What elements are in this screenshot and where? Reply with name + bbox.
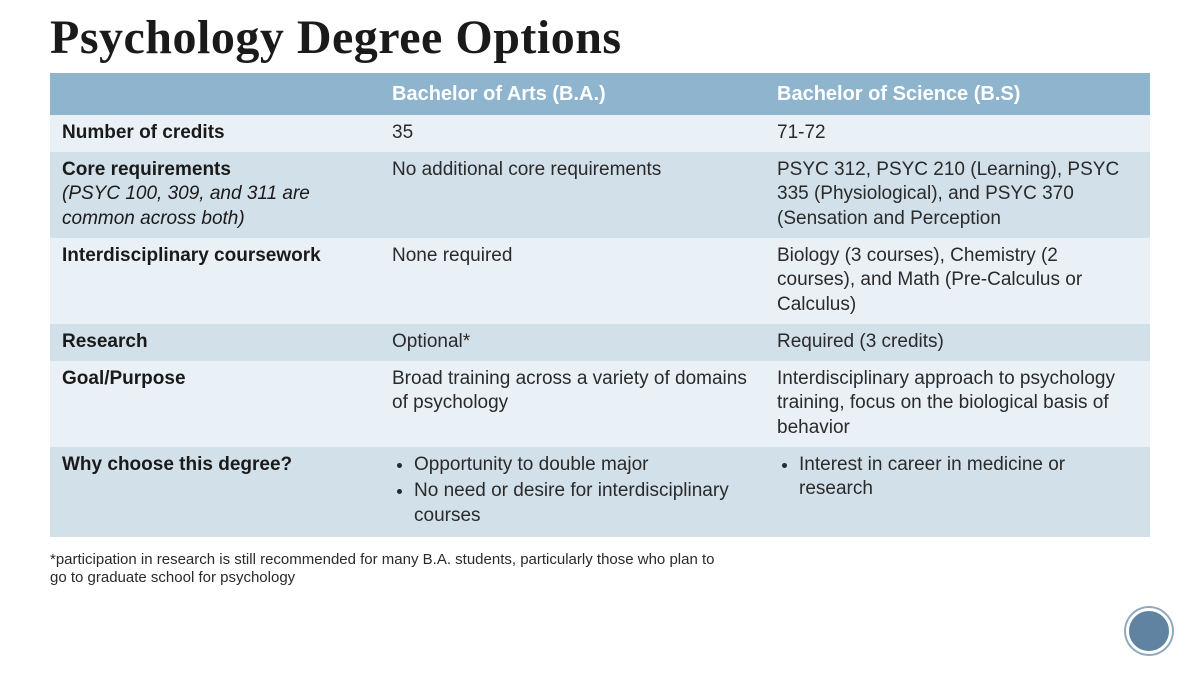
col-header-bs: Bachelor of Science (B.S)	[765, 73, 1150, 115]
row-label-text: Why choose this degree?	[62, 454, 292, 475]
cell-bs-list: Interest in career in medicine or resear…	[777, 453, 1138, 502]
cell-ba: 35	[380, 115, 765, 152]
degree-options-table: Bachelor of Arts (B.A.) Bachelor of Scie…	[50, 73, 1150, 537]
row-label-text: Number of credits	[62, 122, 225, 143]
row-label: Research	[50, 324, 380, 361]
row-label: Number of credits	[50, 115, 380, 152]
page-title: Psychology Degree Options	[50, 10, 1150, 65]
table-row: Interdisciplinary coursework None require…	[50, 238, 1150, 324]
cell-bs: Interdisciplinary approach to psychology…	[765, 361, 1150, 447]
row-label-text: Research	[62, 331, 148, 352]
cell-bs: PSYC 312, PSYC 210 (Learning), PSYC 335 …	[765, 152, 1150, 238]
col-header-blank	[50, 73, 380, 115]
cell-ba-list: Opportunity to double majorNo need or de…	[392, 453, 753, 529]
footnote-text: *participation in research is still reco…	[50, 551, 730, 589]
cell-ba: No additional core requirements	[380, 152, 765, 238]
list-item: Opportunity to double major	[414, 453, 753, 478]
cell-ba: Broad training across a variety of domai…	[380, 361, 765, 447]
table-row: Number of credits 3571-72	[50, 115, 1150, 152]
table-row: Research Optional*Required (3 credits)	[50, 324, 1150, 361]
decorative-circle-icon	[1126, 608, 1172, 654]
cell-bs: Required (3 credits)	[765, 324, 1150, 361]
row-label: Goal/Purpose	[50, 361, 380, 447]
col-header-ba: Bachelor of Arts (B.A.)	[380, 73, 765, 115]
cell-bs: 71-72	[765, 115, 1150, 152]
cell-ba: Opportunity to double majorNo need or de…	[380, 447, 765, 537]
table-row: Goal/Purpose Broad training across a vari…	[50, 361, 1150, 447]
cell-ba: Optional*	[380, 324, 765, 361]
row-label: Why choose this degree?	[50, 447, 380, 537]
row-sublabel: (PSYC 100, 309, and 311 are common acros…	[62, 182, 368, 231]
cell-ba: None required	[380, 238, 765, 324]
table-header-row: Bachelor of Arts (B.A.) Bachelor of Scie…	[50, 73, 1150, 115]
row-label-text: Core requirements	[62, 159, 231, 180]
list-item: Interest in career in medicine or resear…	[799, 453, 1138, 502]
row-label: Interdisciplinary coursework	[50, 238, 380, 324]
table-row: Why choose this degree? Opportunity to do…	[50, 447, 1150, 537]
list-item: No need or desire for interdisciplinary …	[414, 479, 753, 528]
row-label: Core requirements(PSYC 100, 309, and 311…	[50, 152, 380, 238]
cell-bs: Interest in career in medicine or resear…	[765, 447, 1150, 537]
table-row: Core requirements(PSYC 100, 309, and 311…	[50, 152, 1150, 238]
cell-bs: Biology (3 courses), Chemistry (2 course…	[765, 238, 1150, 324]
row-label-text: Goal/Purpose	[62, 368, 186, 389]
row-label-text: Interdisciplinary coursework	[62, 245, 321, 266]
